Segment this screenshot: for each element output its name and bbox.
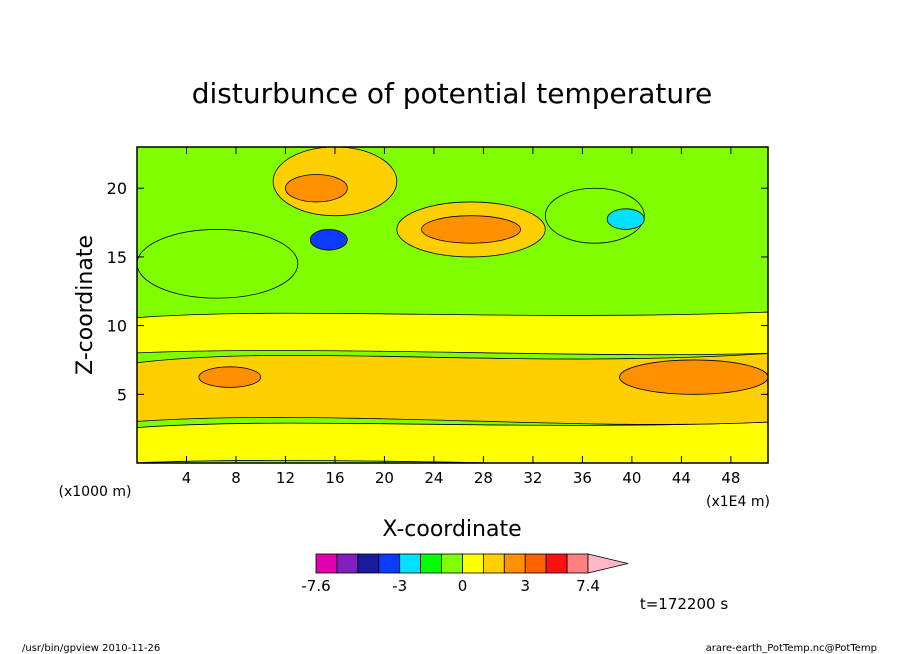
y-tick-label: 15: [107, 248, 127, 267]
colorbar-bin: [399, 553, 422, 574]
x-tick-label: 8: [231, 469, 241, 487]
x-tick-label: 28: [474, 469, 493, 487]
colorbar-arrow: [587, 553, 629, 574]
x-unit-label: (x1E4 m): [706, 494, 770, 510]
y-tick-label: 5: [117, 385, 127, 404]
x-tick-label: 36: [573, 469, 592, 487]
contour-region: [606, 208, 645, 230]
x-tick-label: 44: [672, 469, 691, 487]
colorbar-bin: [566, 553, 589, 574]
x-tick-label: 16: [325, 469, 344, 487]
colorbar-bin: [482, 553, 505, 574]
colorbar-bin: [336, 553, 359, 574]
contour-region: [137, 311, 768, 356]
colorbar-bin: [357, 553, 380, 574]
contour-field: [137, 147, 768, 463]
x-tick-label: 24: [424, 469, 443, 487]
colorbar-bin: [315, 553, 338, 574]
contour-region: [137, 229, 299, 299]
colorbar-bin: [524, 553, 547, 574]
contour-region: [619, 359, 768, 395]
time-label: t=172200 s: [640, 595, 728, 613]
x-axis-ticks: 4 8 12 16 20 24 28 32 36 40 44 48: [182, 147, 740, 487]
y-tick-label: 20: [107, 179, 127, 198]
y-tick-label: 10: [107, 317, 127, 336]
colorbar-bin: [462, 553, 484, 574]
colorbar-tick-label: 7.4: [576, 577, 600, 595]
x-tick-label: 12: [276, 469, 295, 487]
x-tick-label: 4: [182, 469, 192, 487]
colorbar-bin: [378, 553, 401, 574]
x-tick-label: 20: [375, 469, 394, 487]
contour-region: [285, 174, 348, 203]
x-axis-label: X-coordinate: [382, 517, 521, 542]
colorbar-bin: [441, 553, 463, 574]
footer-right: arare-earth_PotTemp.nc@PotTemp: [706, 643, 877, 654]
contour-region: [137, 352, 768, 425]
colorbar-tick-label: -3: [392, 577, 407, 595]
colorbar-bin: [503, 553, 526, 574]
y-axis-ticks: 5 10 15 20: [107, 179, 768, 404]
contour-region: [309, 229, 348, 251]
contour-region: [421, 215, 521, 244]
colorbar-bin: [545, 553, 568, 574]
plot-frame: [136, 146, 769, 464]
x-tick-label: 48: [721, 469, 740, 487]
x-tick-label: 32: [523, 469, 542, 487]
contour-region: [137, 421, 768, 463]
colorbar-bin: [420, 553, 442, 574]
contour-region: [544, 187, 645, 244]
colorbar-tick-label: -7.6: [301, 577, 330, 595]
chart-title: disturbunce of potential temperature: [192, 77, 713, 110]
contour-region: [198, 366, 262, 388]
colorbar: -7.6 -3 0 3 7.4: [301, 553, 629, 595]
y-axis-label: Z-coordinate: [73, 235, 98, 375]
x-tick-label: 40: [622, 469, 641, 487]
colorbar-tick-label: 0: [458, 577, 468, 595]
y-unit-label: (x1000 m): [59, 484, 132, 500]
footer-left: /usr/bin/gpview 2010-11-26: [22, 643, 160, 654]
colorbar-tick-label: 3: [520, 577, 530, 595]
